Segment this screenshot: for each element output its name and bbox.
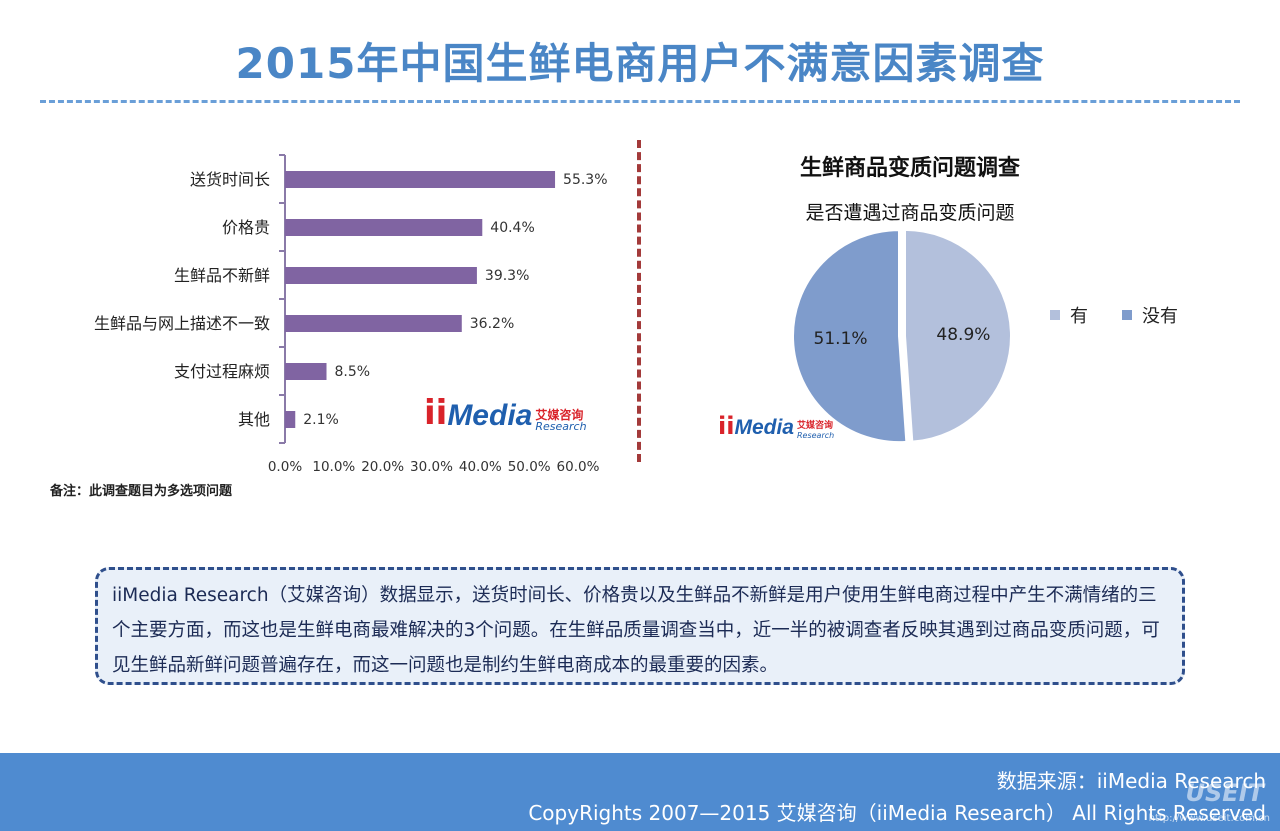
summary-text: iiMedia Research（艾媒咨询）数据显示，送货时间长、价格贵以及生鲜… [112, 585, 1160, 676]
logo-media: Media [734, 416, 794, 439]
chart-note: 备注：此调查题目为多选项问题 [50, 484, 233, 499]
x-tick-label: 50.0% [508, 459, 551, 475]
x-tick-label: 40.0% [459, 459, 502, 475]
legend-label-yes: 有 [1070, 306, 1088, 327]
bar [285, 267, 477, 284]
bar [285, 219, 483, 236]
page-title: 2015年中国生鲜电商用户不满意因素调查 [235, 39, 1045, 88]
pie-title: 生鲜商品变质问题调查 [799, 156, 1020, 181]
watermark: USEIT [1185, 779, 1264, 807]
bar [285, 411, 296, 428]
iimedia-logo-small: ii Media 艾媒咨询 Research [718, 412, 834, 440]
logo-media: Media [447, 399, 533, 432]
bar [285, 315, 462, 332]
pie-legend: 有 没有 [1050, 302, 1178, 328]
pie-slice [903, 228, 1012, 443]
pie-slice [792, 229, 908, 444]
legend-item-yes: 有 [1050, 302, 1088, 328]
x-tick-label: 0.0% [268, 459, 302, 475]
category-label: 生鲜品不新鲜 [174, 266, 270, 285]
category-label: 生鲜品与网上描述不一致 [94, 314, 270, 333]
category-label: 送货时间长 [190, 170, 270, 189]
category-label: 支付过程麻烦 [174, 362, 270, 381]
pie-subtitle: 是否遭遇过商品变质问题 [805, 202, 1015, 224]
bar-value-label: 2.1% [303, 412, 339, 428]
pie-value-label: 51.1% [814, 329, 868, 349]
category-label: 其他 [238, 410, 270, 429]
logo-cn: 艾媒咨询 [796, 421, 833, 432]
legend-swatch-yes [1050, 310, 1060, 320]
summary-box: iiMedia Research（艾媒咨询）数据显示，送货时间长、价格贵以及生鲜… [95, 567, 1185, 685]
legend-label-no: 没有 [1142, 306, 1178, 327]
pie-value-label: 48.9% [936, 325, 990, 345]
copyright: CopyRights 2007—2015 艾媒咨询（iiMedia Resear… [528, 801, 1266, 825]
logo-en: Research [535, 420, 587, 434]
title-divider [40, 100, 1240, 103]
logo-en: Research [796, 430, 835, 440]
x-tick-label: 30.0% [410, 459, 453, 475]
section-divider [637, 140, 641, 462]
bar-value-label: 36.2% [470, 316, 514, 332]
logo-ii: ii [424, 393, 448, 433]
bar-value-label: 39.3% [485, 268, 529, 284]
logo-ii: ii [718, 412, 735, 440]
x-tick-label: 20.0% [361, 459, 404, 475]
bar-value-label: 8.5% [335, 364, 371, 380]
pie-chart: 48.9% 51.1% [792, 228, 1012, 444]
x-tick-label: 10.0% [312, 459, 355, 475]
bar-chart: 送货时间长 55.3% 价格贵 40.4% 生鲜品不新鲜 39.3% 生鲜品与网上描述不一致… [94, 154, 608, 475]
bar-value-label: 40.4% [490, 220, 534, 236]
x-tick-label: 60.0% [557, 459, 600, 475]
legend-swatch-no [1122, 310, 1132, 320]
legend-item-no: 没有 [1122, 302, 1178, 328]
bar [285, 363, 327, 380]
bar-value-label: 55.3% [563, 172, 607, 188]
logo-cn: 艾媒咨询 [535, 407, 584, 422]
bar [285, 171, 556, 188]
category-label: 价格贵 [222, 218, 270, 237]
watermark-url: http://www.useit.com.cn [1148, 813, 1270, 824]
footer: 数据来源：iiMedia Research USEIT CopyRights 2… [0, 753, 1280, 831]
data-source: 数据来源：iiMedia Research [996, 769, 1266, 793]
iimedia-logo: ii Media 艾媒咨询 Research [424, 393, 587, 433]
